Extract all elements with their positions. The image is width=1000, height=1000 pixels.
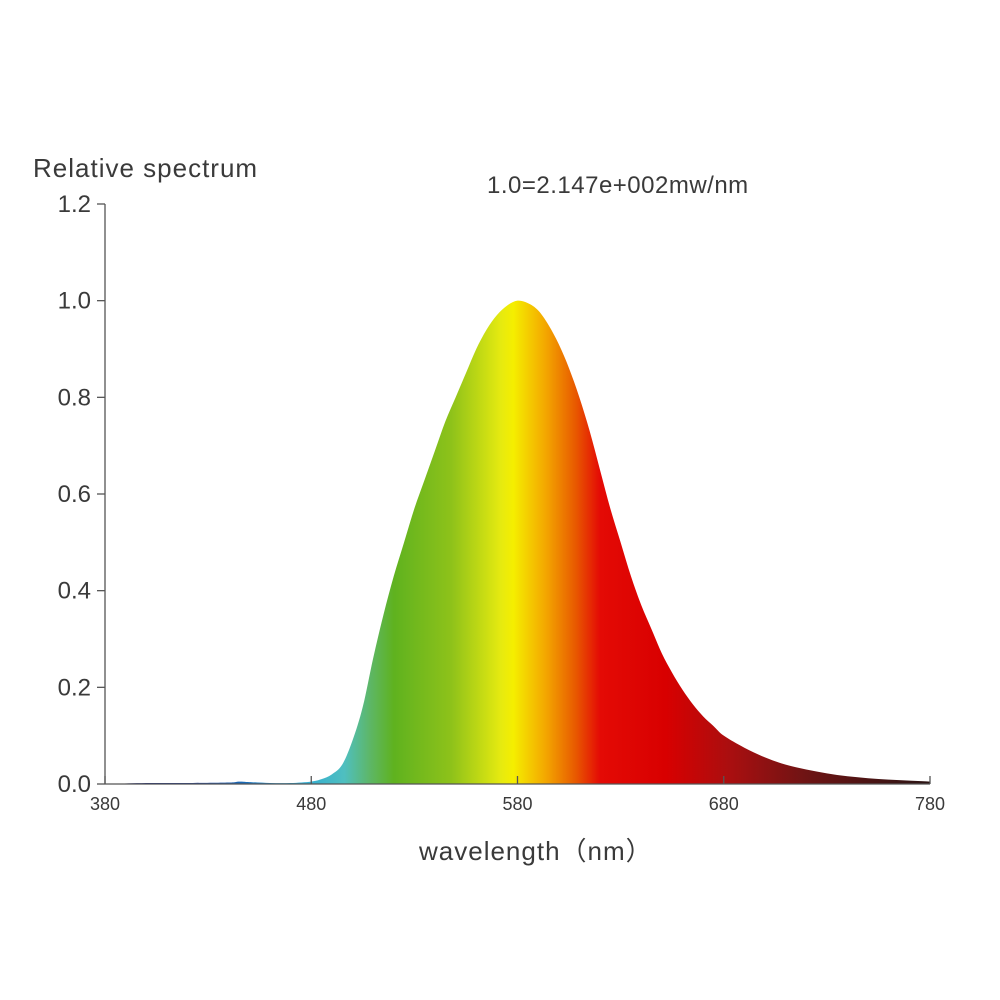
- y-tick-label: 0.6: [58, 481, 91, 508]
- x-ticks: 380 480 580 680 780: [90, 776, 945, 814]
- y-tick-label: 0.0: [58, 771, 91, 798]
- x-tick-label: 380: [90, 794, 120, 814]
- x-tick-label: 480: [296, 794, 326, 814]
- x-tick-label: 680: [709, 794, 739, 814]
- scale-annotation: 1.0=2.147e+002mw/nm: [487, 172, 749, 199]
- x-tick-label: 580: [502, 794, 532, 814]
- y-tick-label: 1.2: [58, 191, 91, 218]
- y-ticks: 0.0 0.2 0.4 0.6 0.8 1.0 1.2: [58, 191, 105, 798]
- x-axis-label: wavelength（nm）: [418, 836, 653, 866]
- y-tick-label: 0.2: [58, 674, 91, 701]
- x-tick-label: 780: [915, 794, 945, 814]
- y-axis-label: Relative spectrum: [33, 153, 258, 183]
- y-tick-label: 0.4: [58, 578, 91, 605]
- spectrum-area: [105, 300, 930, 784]
- y-tick-label: 0.8: [58, 384, 91, 411]
- y-tick-label: 1.0: [58, 288, 91, 315]
